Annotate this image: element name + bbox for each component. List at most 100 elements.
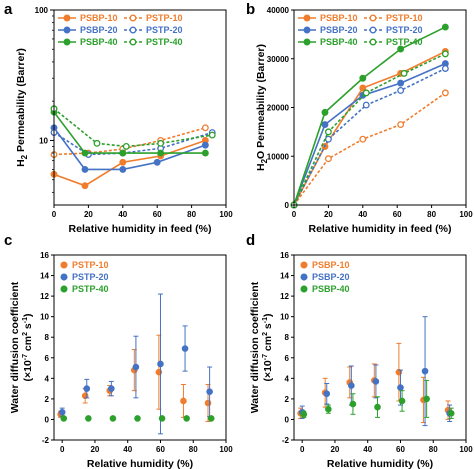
- legend-marker-a: [129, 14, 137, 22]
- x-tick-label-a: 80: [187, 210, 196, 219]
- y-axis-title-b-rest: O Permeability (Barrer): [255, 44, 267, 159]
- x-tick-label-d: 60: [396, 445, 405, 454]
- chart-panel-d: 0 20 40 60 80 100 -2 0 2 4 6 8 10 12 14 16 Relative hu…: [249, 251, 473, 469]
- x-tick-label-c: 100: [219, 445, 233, 454]
- data-point-d-psbp-20: [348, 382, 355, 389]
- y-axis-title-d-sup3: -1: [262, 317, 269, 323]
- y-axis-title-a-main: H: [15, 159, 27, 167]
- data-point-a-psbp-20: [119, 165, 127, 173]
- y-tick-label-b: 30000: [267, 55, 290, 64]
- series-line-a-pstp-40: [53, 108, 213, 148]
- data-point-d-psbp-40: [349, 400, 357, 408]
- x-tick-label-a: 100: [219, 210, 233, 219]
- data-point-a-psbp-10: [119, 158, 127, 166]
- x-tick-label-a: 60: [153, 210, 162, 219]
- y-tick-label-d: 2: [285, 395, 290, 404]
- data-point-a-pstp-40: [208, 131, 216, 139]
- legend-label-a-psbp-40: PSBP-40: [80, 37, 118, 47]
- data-point-a-pstp-40: [122, 142, 130, 150]
- data-point-c-pstp-20: [132, 363, 140, 371]
- y-axis-title-b: H2O Permeability (Barrer): [255, 44, 269, 171]
- legend-label-b-psbp-20: PSBP-20: [320, 25, 358, 35]
- plot-frame-d: [293, 254, 467, 441]
- chart-panel-c: 0 20 40 60 80 100 -2 0 2 4 6 8 10 12 14 16 Relative hu…: [9, 251, 233, 469]
- x-tick-label-c: 80: [189, 445, 198, 454]
- y-axis-title-a: H2 Permeability (Barrer): [15, 48, 29, 167]
- plot-frame-c: [53, 254, 227, 441]
- x-tick-label-d: 80: [429, 445, 438, 454]
- legend-label-b-pstp-40: PSTP-40: [386, 37, 423, 47]
- y-tick-label-d: 12: [280, 292, 289, 301]
- data-point-c-pstp-40: [207, 415, 215, 422]
- data-point-c-pstp-40: [158, 415, 166, 422]
- data-point-b-pstp-10: [324, 155, 332, 163]
- data-point-b-pstp-10: [397, 121, 405, 129]
- legend-label-d-psbp-10: PSBP-10: [312, 260, 350, 270]
- x-tick-label-c: 0: [60, 445, 65, 454]
- y-axis-title-b-main: H: [255, 163, 267, 171]
- data-point-d-psbp-40: [447, 409, 455, 417]
- y-tick-label-d: 10: [280, 313, 289, 322]
- y-tick-label-c: 4: [45, 374, 50, 383]
- data-point-b-psbp-20: [321, 121, 329, 129]
- legend-label-d-psbp-40: PSBP-40: [312, 284, 350, 294]
- data-point-d-psbp-20: [372, 378, 380, 385]
- y-axis-title-c-line1: Water diffusion coefficient: [9, 281, 21, 413]
- data-point-a-psbp-20: [153, 158, 161, 166]
- data-point-b-pstp-40: [400, 69, 408, 77]
- y-axis-title-c-sup1: -7: [22, 354, 29, 360]
- y-tick-label-d: 8: [285, 333, 290, 342]
- y-tick-label-c: 12: [40, 292, 49, 301]
- data-point-c-pstp-20: [181, 345, 189, 352]
- data-point-c-pstp-20: [58, 408, 66, 416]
- y-axis-title-c-pre: (×10: [22, 360, 34, 381]
- data-point-a-psbp-10: [81, 182, 89, 190]
- plot-frame-a: [53, 9, 227, 206]
- data-point-c-pstp-40: [109, 415, 117, 422]
- series-line-b-psbp-10: [293, 50, 446, 206]
- y-tick-label-d: 0: [285, 415, 290, 424]
- legend-label-d-psbp-20: PSBP-20: [312, 272, 350, 282]
- y-axis-title-c-post: ): [22, 313, 34, 317]
- y-axis-title-d-mid: cm: [262, 336, 274, 354]
- legend-label-b-psbp-40: PSBP-40: [320, 37, 358, 47]
- y-tick-label-a: 10: [39, 136, 48, 145]
- chart-panel-b: 0 20 40 60 80 100 0 10000 20000 30000 40000 Relat…: [255, 6, 473, 235]
- data-point-a-pstp-40: [157, 139, 165, 147]
- data-point-a-pstp-10: [201, 124, 209, 132]
- data-point-c-pstp-10: [180, 397, 187, 405]
- legend-marker-a: [129, 26, 137, 34]
- legend-marker-c: [60, 273, 68, 281]
- data-point-d-psbp-40: [300, 411, 308, 418]
- y-axis-title-c-mid: cm: [22, 336, 34, 354]
- legend-label-b-pstp-20: PSTP-20: [386, 25, 423, 35]
- legend-marker-a: [63, 14, 71, 22]
- panel-letter-d: d: [246, 232, 255, 249]
- data-point-a-psbp-40: [201, 149, 209, 157]
- x-axis-title-d: Relative humidity (%): [327, 458, 433, 469]
- data-point-c-pstp-20: [206, 388, 213, 395]
- data-point-b-pstp-10: [359, 135, 367, 143]
- data-point-b-psbp-40: [397, 45, 405, 53]
- data-point-c-pstp-20: [108, 385, 115, 392]
- data-point-d-psbp-20: [323, 390, 331, 398]
- y-axis-title-d-line2: (×10-7 cm2 s-1): [262, 313, 274, 381]
- y-tick-label-b: 10000: [267, 152, 290, 161]
- legend-label-a-pstp-40: PSTP-40: [146, 37, 183, 47]
- data-point-a-psbp-40: [119, 149, 127, 157]
- y-axis-title-d-mid2: s: [262, 323, 274, 332]
- legend-label-a-pstp-20: PSTP-20: [146, 25, 183, 35]
- y-axis-title-d-sup1: -7: [262, 354, 269, 360]
- y-axis-title-c-sup3: -1: [22, 317, 29, 323]
- legend-c: PSTP-10 PSTP-20 PSTP-40: [60, 260, 109, 294]
- legend-marker-b: [303, 26, 311, 34]
- y-tick-label-b: 0: [285, 201, 290, 210]
- y-axis-title-b-sub: 2: [260, 158, 269, 163]
- legend-marker-a: [63, 26, 71, 34]
- series-line-b-pstp-10: [293, 92, 446, 206]
- legend-d: PSBP-10 PSBP-20 PSBP-40: [300, 260, 350, 294]
- legend-b: PSBP-10 PSTP-10 PSBP-20 PSTP-20 PSBP-40 PSTP-…: [298, 13, 423, 47]
- data-point-d-psbp-40: [423, 395, 430, 403]
- legend-marker-b: [369, 38, 377, 46]
- legend-marker-c: [60, 285, 68, 293]
